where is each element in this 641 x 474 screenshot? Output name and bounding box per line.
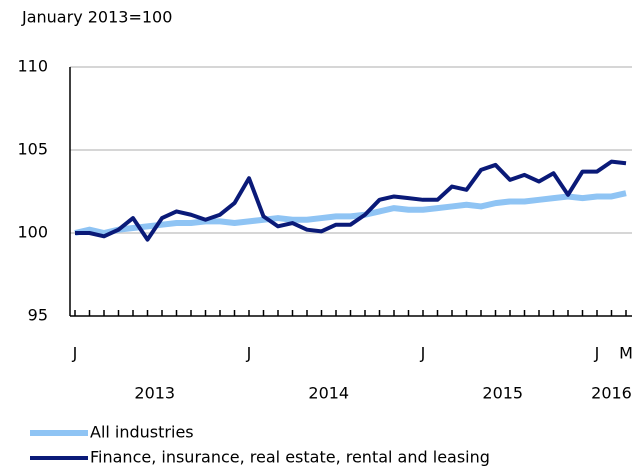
chart-subtitle: January 2013=100 (21, 8, 172, 27)
year-label: 2016 (591, 384, 632, 403)
legend-label: Finance, insurance, real estate, rental … (90, 448, 490, 467)
y-tick-label: 110 (17, 57, 48, 76)
x-tick-label: J (72, 344, 78, 363)
year-label: 2013 (134, 384, 175, 403)
x-tick-label: M (619, 344, 633, 363)
y-tick-label: 100 (17, 223, 48, 242)
year-label: 2014 (308, 384, 349, 403)
year-label: 2015 (482, 384, 523, 403)
x-tick-label: J (420, 344, 426, 363)
y-tick-label: 95 (28, 306, 48, 325)
x-tick-label: J (246, 344, 252, 363)
y-tick-label: 105 (17, 140, 48, 159)
series-line (74, 190, 627, 236)
legend-label: All industries (90, 423, 194, 442)
series-line (75, 159, 627, 242)
x-tick-label: J (594, 344, 600, 363)
